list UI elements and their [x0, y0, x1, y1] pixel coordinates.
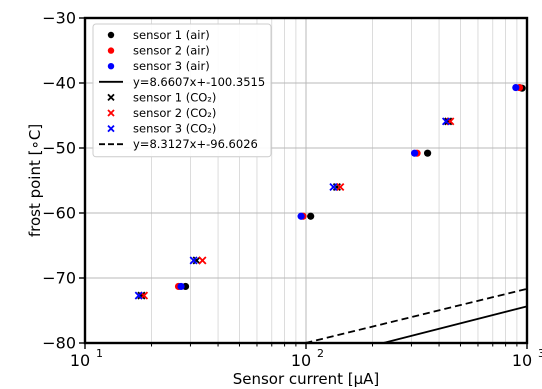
y-tick-label: −30: [42, 9, 76, 28]
legend-entry: sensor 3 (air): [107, 59, 210, 73]
legend-entry: sensor 3 (CO₂): [107, 122, 216, 136]
marker-stroke: [198, 256, 207, 265]
legend-label: sensor 2 (CO₂): [133, 106, 216, 120]
marker-stroke: [192, 256, 201, 265]
legend-marker: [107, 109, 115, 117]
legend-label: sensor 3 (CO₂): [133, 122, 216, 136]
marker-stroke: [444, 117, 453, 126]
axis-ticks: −80 −70 −60 −50 −40 −30 10 1 10 2 10 3: [42, 9, 542, 371]
legend-marker: [107, 62, 115, 70]
marker-stroke: [189, 256, 198, 265]
legend-box: [92, 23, 272, 158]
marker-stroke: [336, 182, 345, 192]
legend-entry: sensor 2 (air): [107, 44, 210, 58]
data-point-co2-series-5: [198, 256, 207, 265]
data-point-air-series-2: [410, 149, 419, 157]
data-point-co2-series-5: [336, 182, 345, 192]
marker-stroke: [134, 291, 143, 300]
data-point-air-series-2: [177, 282, 185, 291]
data-point-co2-series-6: [329, 182, 338, 192]
x-tick-exponent: 3: [538, 347, 542, 360]
legend-label: sensor 2 (air): [133, 44, 210, 58]
x-axis-label: Sensor current [μA]: [233, 370, 380, 388]
y-tick-label: −70: [42, 269, 76, 288]
x-tick-exponent: 2: [317, 347, 324, 360]
y-tick-label: −80: [42, 334, 76, 353]
y-tick-label: −50: [42, 139, 76, 158]
legend-label: y=8.6607x+-100.3515: [133, 75, 265, 89]
data-points: [134, 83, 526, 300]
data-point-co2-series-4: [137, 291, 146, 300]
marker-stroke: [329, 182, 338, 192]
fit-lines: [305, 287, 528, 344]
data-point-co2-series-6: [189, 256, 198, 265]
data-point-co2-series-4: [444, 117, 453, 126]
data-point-co2-series-6: [134, 291, 143, 300]
legend-label: sensor 3 (air): [133, 59, 210, 73]
legend-label: y=8.3127x+-96.6026: [133, 137, 258, 151]
x-tick-label: 10: [291, 351, 311, 370]
legend-label: sensor 1 (air): [133, 28, 210, 42]
legend: sensor 1 (air) sensor 2 (air)sensor 3 (ai…: [92, 23, 272, 158]
data-point-air-series-2: [512, 83, 520, 92]
legend-entry: y=8.3127x+-96.6026: [99, 137, 258, 151]
data-point-air-series-0: [307, 212, 315, 220]
fit-line-air: [383, 305, 528, 344]
y-axis-label: frost point [∘C]: [26, 124, 44, 237]
legend-entry: y=8.6607x+-100.3515: [99, 75, 265, 89]
legend-entry: sensor 2 (CO₂): [107, 106, 216, 120]
legend-marker: [107, 31, 115, 39]
x-tick-exponent: 1: [96, 347, 103, 360]
x-tick-label: 10: [70, 351, 90, 370]
x-tick-label: 10: [512, 351, 532, 370]
legend-marker: [107, 124, 115, 133]
legend-marker: [107, 47, 115, 54]
marker-stroke: [137, 291, 146, 300]
marker-stroke: [441, 117, 451, 126]
y-tick-label: −40: [42, 74, 76, 93]
marker-stroke: [107, 109, 115, 117]
legend-entry: sensor 1 (air): [107, 28, 210, 42]
data-point-air-series-2: [297, 212, 305, 220]
data-point-co2-series-4: [192, 256, 201, 265]
legend-label: sensor 1 (CO₂): [133, 90, 216, 104]
fit-line-co2: [305, 287, 528, 344]
marker-stroke: [107, 93, 115, 102]
legend-marker: [107, 93, 115, 102]
marker-stroke: [107, 124, 115, 133]
data-point-air-series-0: [424, 149, 432, 157]
legend-entry: sensor 1 (CO₂): [107, 90, 216, 104]
data-point-co2-series-6: [441, 117, 451, 126]
y-tick-label: −60: [42, 204, 76, 223]
